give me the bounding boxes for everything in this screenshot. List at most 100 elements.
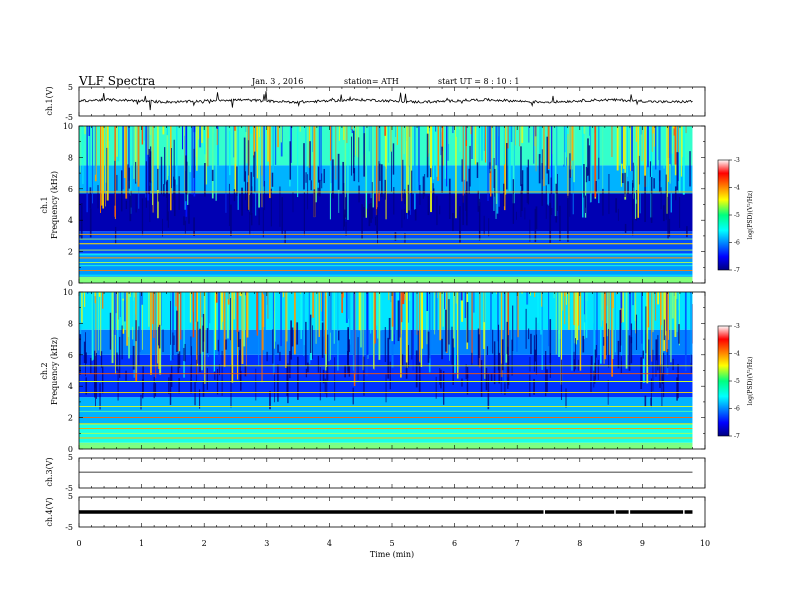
spectrogram-dark-streak [327,334,329,381]
spectrogram-dark-streak [512,179,515,224]
spectrogram-dark-streak [353,168,356,182]
spectrogram-streak [650,126,653,218]
spectrogram-dark-streak [452,338,454,385]
spectrogram-streak [258,292,260,367]
spectrogram-streak [679,292,681,346]
spectrogram-dark-streak [303,192,305,236]
spectrogram-dark-streak [240,370,242,391]
spectrogram-streak [122,292,124,329]
spectrogram-streak [434,292,436,335]
spectrogram-dark-streak [170,300,172,345]
spectrogram-streak [690,292,692,363]
spectrogram-dark-streak [500,363,502,394]
spectrogram-dark-streak [348,365,351,377]
spectrogram-dark-streak [277,344,279,353]
spectrogram-dark-streak [166,179,169,221]
spectrogram-dark-streak [237,331,240,347]
ch2-spec-ticks: 0 2 4 6 8 10 [63,288,706,454]
spectrogram-streak [345,292,348,323]
spectrogram-dark-streak [555,183,558,223]
time-axis-label: Time (min) [370,550,414,559]
spectrogram-streak [80,292,82,374]
time-axis-tick-label: 6 [452,539,457,548]
spectrogram-dark-streak [114,160,116,206]
spectrogram-streak [605,292,607,329]
spectrogram-dark-streak [661,364,663,407]
spectrogram-streak [346,126,348,144]
spectrogram-streak [84,292,86,307]
spectrogram-streak [447,126,449,161]
ch1-colorbar-label: log(PSD)(V²/Hz) [747,191,754,240]
ch1-spec-ylabel-channel: ch.1 [40,196,49,213]
spectrogram-dark-streak [546,136,549,174]
spectrogram-dark-streak [342,161,345,194]
time-axis-tick-label: 7 [515,539,520,548]
spectrogram-streak [166,126,168,136]
spectrogram-dark-streak [352,130,355,174]
spectrogram-streak [363,126,365,134]
spectrogram-streak [237,126,239,210]
spectrogram-streak [572,126,574,215]
colorbar-tick-label: -3 [734,323,740,330]
spectrogram-streak [405,292,408,368]
spectrogram-streak [233,292,235,320]
spectrogram-dark-streak [193,217,195,236]
spectrogram-streak [575,126,577,160]
spectrogram-dark-streak [322,369,325,384]
spectrogram-dark-streak [404,233,406,243]
spectrogram-dark-streak [206,368,208,390]
spectrogram-streak [233,126,235,158]
spectrogram-dark-streak [590,365,592,393]
spectrogram-dark-streak [183,216,185,226]
spectrogram-streak [88,126,91,136]
spectrogram-dark-streak [547,170,550,185]
spectrogram-dark-streak [645,306,647,354]
spectrogram-streak [606,292,608,337]
spectrogram-streak [250,126,253,134]
spectrogram-streak [150,292,152,375]
spectrogram-streak [582,126,584,218]
spectrogram-streak [637,126,639,218]
ch1-ytick-bottom: -5 [65,113,73,122]
spectrogram-streak [490,292,492,352]
spectrogram-streak [248,126,250,210]
spectrogram-streak [306,126,309,167]
spectrogram-dark-streak [244,171,247,201]
spectrogram-streak [401,126,403,202]
spectrogram-dark-streak [286,365,288,396]
spectrogram-dark-streak [352,387,354,405]
spectrogram-dark-streak [184,220,186,234]
spectrogram-streak [444,292,445,310]
spectrogram-dark-streak [153,383,155,393]
spectrogram-dark-streak [374,216,377,226]
spectrogram-dark-streak [550,177,552,215]
spectrogram-streak [236,292,239,333]
spectrogram-streak [590,126,592,203]
spectrogram-streak [404,292,406,301]
spectrogram-streak [497,292,499,342]
spectrogram-dark-streak [116,174,118,191]
spectrogram-streak [303,292,305,346]
spectrogram-streak [444,126,446,179]
spectrogram-dark-streak [99,383,101,410]
spectrogram-dark-streak [173,139,175,187]
spectrogram-dark-streak [402,159,404,199]
ch1-colorbar-ticks: -3 -4 -5 -6 -7 [729,157,740,274]
spectrogram-streak [419,292,421,362]
spectrogram-dark-streak [255,368,257,401]
spectrogram-streak [149,126,152,136]
spectrogram-dark-streak [528,328,530,340]
spectrogram-dark-streak [436,195,438,226]
spectrogram-dark-streak [178,176,180,210]
spectrogram-dark-streak [468,168,470,194]
spectrogram-dark-streak [135,320,137,342]
spectrogram-dark-streak [378,161,380,194]
spectrogram-dark-streak [343,214,345,227]
spectrogram-dark-streak [303,143,305,190]
spectrogram-dark-streak [271,172,274,187]
spectrogram-streak [286,292,288,342]
spectrogram-streak [357,126,359,158]
spectrogram-streak [511,292,513,374]
spectrogram-streak [152,126,154,213]
spectrogram-dark-streak [358,185,360,203]
